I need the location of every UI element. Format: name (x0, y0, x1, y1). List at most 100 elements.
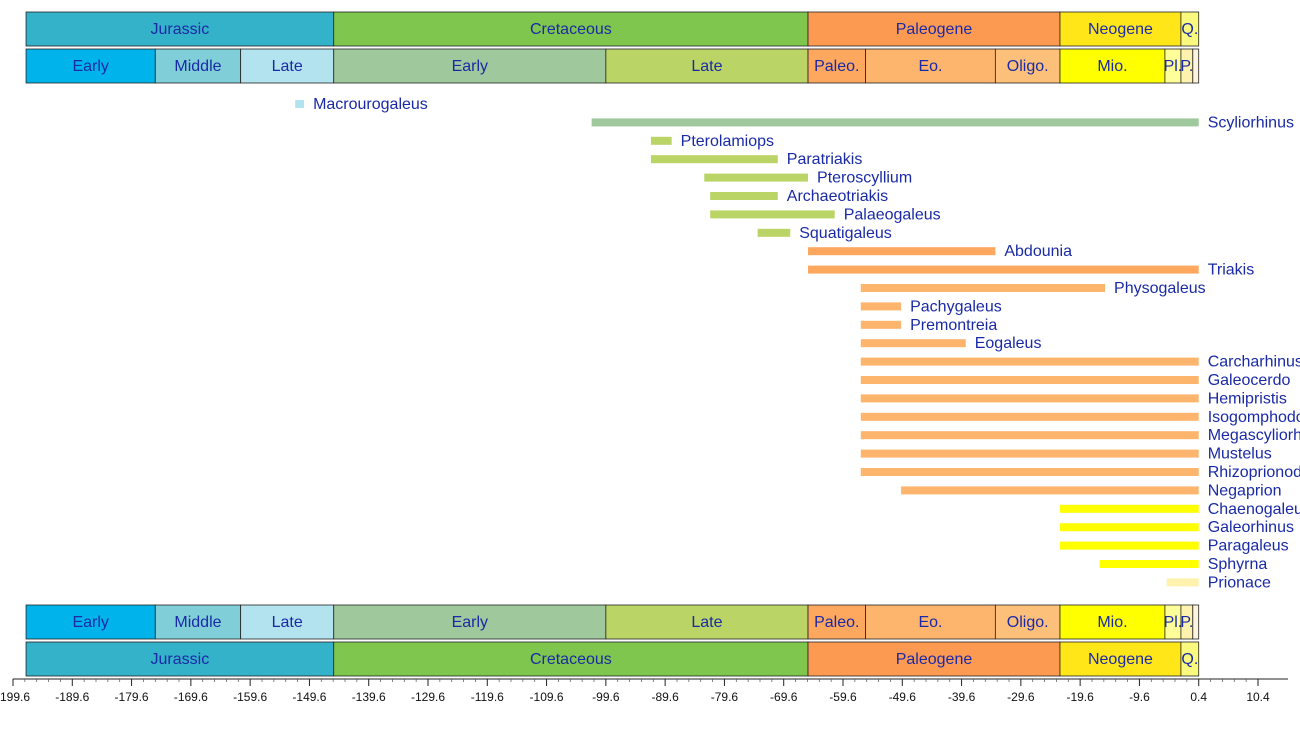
x-tick-label: -9.6 (1129, 690, 1150, 704)
x-tick-label: -89.6 (651, 690, 679, 704)
range-bar-galeorhinus (1059, 523, 1199, 532)
period-cell-bottom-label: Cretaceous (530, 651, 612, 668)
range-bar-scyliorhinus (591, 118, 1199, 127)
epoch-cell-top-2 (240, 48, 335, 84)
taxon-label: Isogomphodon (1208, 409, 1300, 426)
range-bar-archaeotriakis (710, 192, 778, 200)
epoch-cell-bottom-label: Eo. (918, 614, 942, 631)
bottom-epoch-band: Early Middle Late Early Late Paleo. Eo. Oligo. M… (25, 604, 1200, 640)
range-bar-eogaleus (860, 339, 966, 348)
x-tick-label: -129.6 (411, 690, 445, 704)
epoch-cell-bottom-label: Oligo. (1007, 614, 1049, 631)
epoch-cell-top-label: Late (691, 58, 722, 75)
epoch-cell-top-5 (807, 48, 866, 84)
x-tick-label: -59.6 (829, 690, 857, 704)
taxon-label: Premontreia (910, 317, 997, 334)
period-cell-bottom-label: Jurassic (151, 651, 210, 668)
epoch-cell-top-label: Early (452, 58, 488, 75)
epoch-cell-top-label: Early (72, 58, 108, 75)
range-bar-pachygaleus (860, 302, 902, 311)
taxon-ranges: Macrourogaleus Scyliorhinus Pterolamiops Pa… (295, 96, 1300, 591)
x-tick-label: -119.6 (471, 690, 504, 704)
x-tick-label: -139.6 (352, 690, 386, 704)
taxon-label: Megascyliorhinus (1208, 427, 1300, 444)
epoch-cell-bottom-label: P. (1180, 614, 1193, 631)
top-epoch-band: Early Middle Late Early Late Paleo. Eo. Oligo. M… (25, 48, 1200, 84)
period-cell-top-1 (333, 11, 809, 47)
taxon-label: Rhizoprionodon (1208, 464, 1300, 481)
epoch-cell-bottom-label: Middle (174, 614, 221, 631)
epoch-cell-top-label: Eo. (918, 58, 942, 75)
epoch-cell-bottom-label: Paleo. (814, 614, 859, 631)
x-tick-label: -159.6 (233, 690, 267, 704)
epoch-cell-top-3 (333, 48, 607, 84)
taxon-label: Negaprion (1208, 482, 1282, 499)
x-tick-label: -39.6 (948, 690, 976, 704)
range-bar-paratriakis (650, 155, 778, 164)
epoch-cell-bottom-4 (605, 604, 809, 640)
epoch-cell-bottom-label: Late (272, 614, 303, 631)
range-bar-megascyliorhinus (860, 431, 1199, 440)
x-tick-label: 10.4 (1246, 690, 1270, 704)
taxon-label: Palaeogaleus (844, 206, 941, 223)
x-tick-label: -79.6 (711, 690, 739, 704)
top-period-band: Jurassic Cretaceous Paleogene Neogene Q. (25, 11, 1200, 47)
taxon-label: Carcharhinus (1208, 354, 1300, 371)
x-tick-label: -189.6 (55, 690, 89, 704)
range-bar-premontreia (860, 320, 902, 329)
x-tick-label: -19.6 (1066, 690, 1094, 704)
epoch-cell-bottom-7 (994, 604, 1061, 640)
period-cell-top-label: Cretaceous (530, 21, 612, 38)
range-bar-negaprion (901, 486, 1199, 495)
range-bar-abdounia (808, 247, 996, 256)
period-cell-bottom-label: Neogene (1088, 651, 1153, 668)
epoch-cell-bottom-1 (154, 604, 242, 640)
epoch-cell-bottom-8 (1059, 604, 1166, 640)
epoch-cell-bottom-label: Mio. (1097, 614, 1127, 631)
bottom-period-band: Jurassic Cretaceous Paleogene Neogene Q. (25, 641, 1200, 677)
range-bar-macrourogaleus (295, 100, 305, 108)
range-bar-isogomphodon (860, 412, 1199, 421)
x-tick-label: -179.6 (115, 690, 149, 704)
range-bar-sphyrna (1099, 560, 1199, 568)
taxon-label: Pachygaleus (910, 298, 1002, 315)
taxon-label: Macrourogaleus (313, 96, 428, 113)
period-cell-top-4 (1180, 11, 1200, 47)
x-tick-label: -169.6 (174, 690, 208, 704)
range-bar-chaenogaleus (1059, 504, 1199, 513)
period-cell-top-label: Neogene (1088, 21, 1153, 38)
epoch-cell-top-label: Oligo. (1007, 58, 1049, 75)
epoch-cell-top-label: Pl. (1164, 58, 1183, 75)
range-bar-mustelus (860, 449, 1199, 458)
epoch-cell-bottom-label: Early (72, 614, 108, 631)
x-tick-label: -69.6 (770, 690, 798, 704)
x-tick-label: -49.6 (889, 690, 917, 704)
taxon-label: Eogaleus (975, 335, 1042, 352)
period-cell-bottom-label: Paleogene (896, 651, 973, 668)
period-cell-bottom-1 (333, 641, 809, 677)
epoch-cell-bottom-6 (865, 604, 996, 640)
taxon-label: Paragaleus (1208, 538, 1289, 555)
period-cell-top-0 (25, 11, 335, 47)
epoch-cell-bottom-5 (807, 604, 866, 640)
epoch-cell-bottom-3 (333, 604, 607, 640)
epoch-cell-bottom-11 (1192, 604, 1200, 640)
period-cell-bottom-3 (1059, 641, 1182, 677)
range-bar-triakis (808, 265, 1199, 274)
taxon-label: Sphyrna (1208, 556, 1268, 573)
range-bar-pterolamiops (650, 136, 672, 145)
period-cell-top-label: Jurassic (151, 21, 210, 38)
x-tick-label: -99.6 (592, 690, 620, 704)
x-tick-label: -109.6 (530, 690, 564, 704)
taxon-label: Triakis (1208, 262, 1255, 279)
taxon-label: Prionace (1208, 574, 1271, 591)
x-tick-label: -149.6 (292, 690, 326, 704)
taxon-label: Archaeotriakis (787, 188, 888, 205)
period-cell-top-label: Paleogene (896, 21, 973, 38)
range-bar-galeocerdo (860, 376, 1199, 384)
range-bar-physogaleus (860, 284, 1106, 292)
epoch-cell-bottom-label: Early (452, 614, 488, 631)
taxon-label: Hemipristis (1208, 390, 1287, 407)
taxon-label: Paratriakis (787, 151, 863, 168)
